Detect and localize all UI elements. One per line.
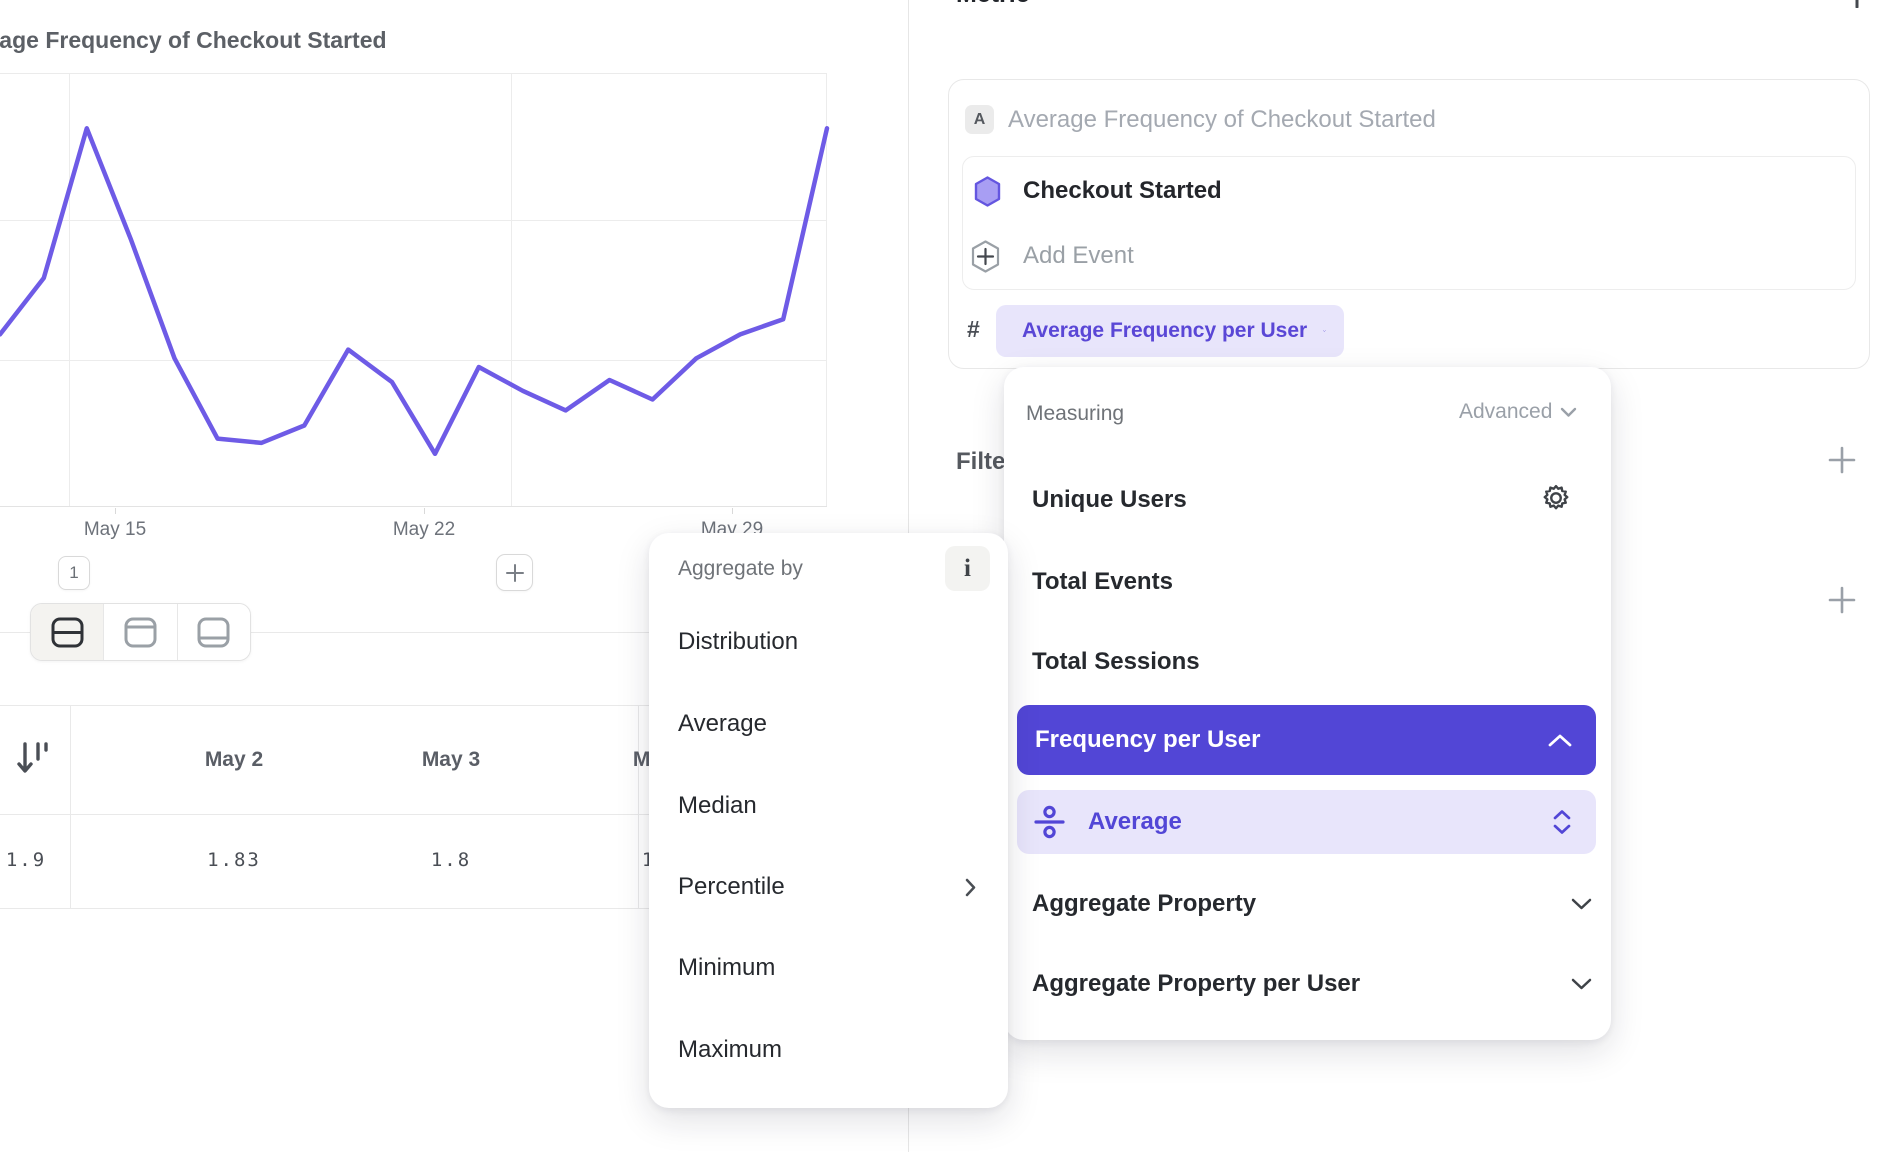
add-filter-button[interactable]: [1824, 442, 1860, 478]
menu-item-label: Minimum: [678, 954, 776, 981]
layout-switcher: [30, 603, 251, 661]
menu-item-average[interactable]: Average: [678, 708, 767, 740]
menu-item-label: Distribution: [678, 628, 799, 655]
info-icon[interactable]: i: [945, 546, 990, 591]
add-metric-button[interactable]: [1845, 0, 1869, 13]
unique-users-settings-button[interactable]: [1541, 483, 1571, 518]
line-chart-plot-area[interactable]: [0, 73, 830, 507]
gear-icon: [1543, 484, 1569, 510]
menu-item-label: Aggregate Property: [1032, 890, 1257, 917]
frequency-aggregation-selector[interactable]: Average: [1017, 790, 1596, 854]
bottom-bar-panel-icon: [197, 617, 230, 647]
chevron-down-icon: [1323, 330, 1326, 332]
table-column-header[interactable]: May 3: [421, 748, 481, 771]
metric-name-input[interactable]: Average Frequency of Checkout Started: [1008, 106, 1436, 133]
x-tick: [115, 508, 116, 514]
layout-split-horizontal-button[interactable]: [31, 604, 105, 660]
frequency-line: [0, 126, 830, 457]
x-tick: [424, 508, 425, 514]
menu-item-distribution[interactable]: Distribution: [678, 626, 798, 658]
menu-item-label: Aggregate Property per User: [1032, 970, 1361, 997]
table-border: [70, 705, 71, 908]
menu-item-maximum[interactable]: Maximum: [678, 1034, 782, 1066]
add-breakdown-button[interactable]: [1824, 582, 1860, 618]
split-horizontal-icon: [51, 617, 84, 647]
menu-item-median[interactable]: Median: [678, 790, 757, 822]
menu-item-aggregate-property[interactable]: Aggregate Property: [1032, 882, 1592, 926]
series-toggle-button[interactable]: 1: [58, 556, 90, 590]
plus-icon: [1828, 586, 1856, 614]
plus-icon: [1828, 446, 1856, 474]
chevron-up-icon: [1548, 734, 1572, 746]
event-name[interactable]: Checkout Started: [1023, 177, 1222, 204]
menu-item-frequency-per-user-selected[interactable]: Frequency per User: [1017, 705, 1596, 775]
top-bar-panel-icon: [124, 617, 157, 647]
metric-section-heading: Metric: [956, 0, 1030, 9]
menu-item-label: Unique Users: [1032, 486, 1187, 513]
x-tick-label: May 15: [83, 519, 147, 540]
table-cell-value: 1.8: [430, 849, 472, 871]
layout-table-only-button[interactable]: [177, 604, 250, 660]
measuring-menu: [1004, 367, 1611, 1040]
gridline-vertical: [511, 74, 512, 506]
menu-item-label: Percentile: [678, 873, 785, 900]
table-sort-button[interactable]: [17, 740, 50, 785]
plus-icon: [1855, 0, 1859, 9]
menu-item-label: Average: [678, 710, 767, 737]
menu-item-unique-users[interactable]: Unique Users: [1032, 478, 1187, 522]
chart-title: Average Frequency of Checkout Started: [0, 27, 387, 53]
chevron-up-down-icon: [1553, 810, 1571, 834]
event-hexagon-icon: [974, 176, 1001, 212]
table-cell-value: 1.83: [207, 849, 261, 871]
menu-item-percentile[interactable]: Percentile: [678, 871, 976, 903]
measurement-label: Average Frequency per User: [1022, 319, 1308, 342]
aggregate-by-menu: [649, 533, 1008, 1108]
gridline-horizontal: [0, 220, 827, 221]
sort-descending-icon: [17, 742, 48, 773]
layout-chart-only-button[interactable]: [104, 604, 178, 660]
chevron-down-icon: [1571, 898, 1592, 910]
section-divider: [0, 632, 908, 633]
x-tick-label: May 22: [392, 519, 456, 540]
aggregate-menu-header: Aggregate by: [678, 557, 803, 580]
menu-item-total-sessions[interactable]: Total Sessions: [1032, 640, 1200, 684]
menu-item-label: Total Sessions: [1032, 648, 1200, 675]
chevron-down-icon: [1561, 407, 1577, 417]
x-tick: [732, 508, 733, 514]
menu-item-label: Median: [678, 792, 757, 819]
gridline-vertical: [826, 74, 827, 506]
menu-item-minimum[interactable]: Minimum: [678, 952, 775, 984]
add-annotation-button[interactable]: [496, 554, 533, 591]
table-column-header[interactable]: May 2: [204, 748, 264, 771]
frequency-line-svg: [0, 126, 830, 457]
advanced-toggle[interactable]: Advanced: [1459, 400, 1577, 424]
menu-item-aggregate-property-per-user[interactable]: Aggregate Property per User: [1032, 962, 1592, 1006]
table-border: [638, 705, 639, 908]
hash-symbol: #: [967, 316, 980, 342]
add-event-hexagon-icon[interactable]: [971, 240, 1000, 278]
menu-item-label: Maximum: [678, 1036, 783, 1063]
table-border: [0, 814, 908, 815]
chevron-right-icon: [965, 878, 976, 896]
gridline-horizontal: [0, 360, 827, 361]
measuring-menu-header: Measuring: [1026, 402, 1125, 425]
gridline-vertical: [69, 74, 70, 506]
table-border: [0, 908, 908, 909]
menu-item-label: Total Events: [1032, 568, 1173, 595]
table-border: [0, 705, 908, 706]
selected-item-label: Frequency per User: [1035, 726, 1261, 753]
measurement-dropdown-button[interactable]: Average Frequency per User: [996, 305, 1344, 357]
event-box: [962, 156, 1856, 290]
plus-icon: [505, 563, 524, 582]
metric-label-badge: A: [965, 105, 994, 134]
average-divide-icon: [1034, 805, 1065, 839]
menu-item-total-events[interactable]: Total Events: [1032, 560, 1173, 604]
chevron-down-icon: [1571, 978, 1592, 990]
table-cell-value: 1.9: [5, 849, 47, 871]
advanced-label: Advanced: [1459, 400, 1553, 423]
sub-selected-label: Average: [1088, 808, 1182, 835]
add-event-button[interactable]: Add Event: [1023, 242, 1134, 269]
